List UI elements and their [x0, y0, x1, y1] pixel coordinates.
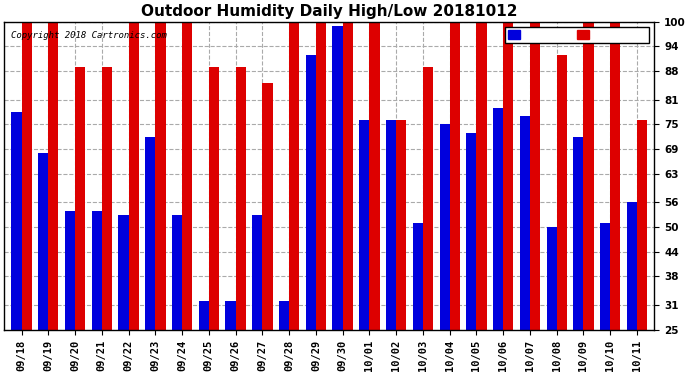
- Bar: [209, 67, 219, 330]
- Bar: [520, 116, 530, 330]
- Bar: [48, 22, 59, 330]
- Bar: [503, 22, 513, 330]
- Bar: [359, 120, 369, 330]
- Bar: [253, 215, 262, 330]
- Bar: [92, 211, 102, 330]
- Bar: [343, 22, 353, 330]
- Bar: [128, 22, 139, 330]
- Bar: [262, 83, 273, 330]
- Bar: [423, 67, 433, 330]
- Title: Outdoor Humidity Daily High/Low 20181012: Outdoor Humidity Daily High/Low 20181012: [141, 4, 518, 19]
- Bar: [145, 137, 155, 330]
- Bar: [584, 22, 593, 330]
- Bar: [182, 22, 193, 330]
- Bar: [557, 55, 567, 330]
- Bar: [440, 124, 450, 330]
- Bar: [75, 67, 86, 330]
- Bar: [172, 215, 182, 330]
- Bar: [450, 22, 460, 330]
- Bar: [38, 153, 48, 330]
- Bar: [546, 227, 557, 330]
- Bar: [155, 22, 166, 330]
- Bar: [235, 67, 246, 330]
- Bar: [627, 202, 637, 330]
- Bar: [466, 133, 476, 330]
- Bar: [65, 211, 75, 330]
- Bar: [102, 67, 112, 330]
- Bar: [600, 223, 610, 330]
- Legend: Low  (%), High  (%): Low (%), High (%): [505, 27, 649, 43]
- Bar: [396, 120, 406, 330]
- Bar: [610, 22, 620, 330]
- Bar: [21, 22, 32, 330]
- Bar: [12, 112, 21, 330]
- Bar: [119, 215, 128, 330]
- Bar: [573, 137, 584, 330]
- Bar: [637, 120, 647, 330]
- Bar: [226, 301, 235, 330]
- Bar: [199, 301, 209, 330]
- Bar: [493, 108, 503, 330]
- Bar: [279, 301, 289, 330]
- Bar: [333, 26, 343, 330]
- Bar: [316, 22, 326, 330]
- Bar: [530, 22, 540, 330]
- Bar: [289, 22, 299, 330]
- Bar: [306, 55, 316, 330]
- Bar: [413, 223, 423, 330]
- Bar: [369, 22, 380, 330]
- Text: Copyright 2018 Cartronics.com: Copyright 2018 Cartronics.com: [10, 31, 166, 40]
- Bar: [476, 22, 486, 330]
- Bar: [386, 120, 396, 330]
